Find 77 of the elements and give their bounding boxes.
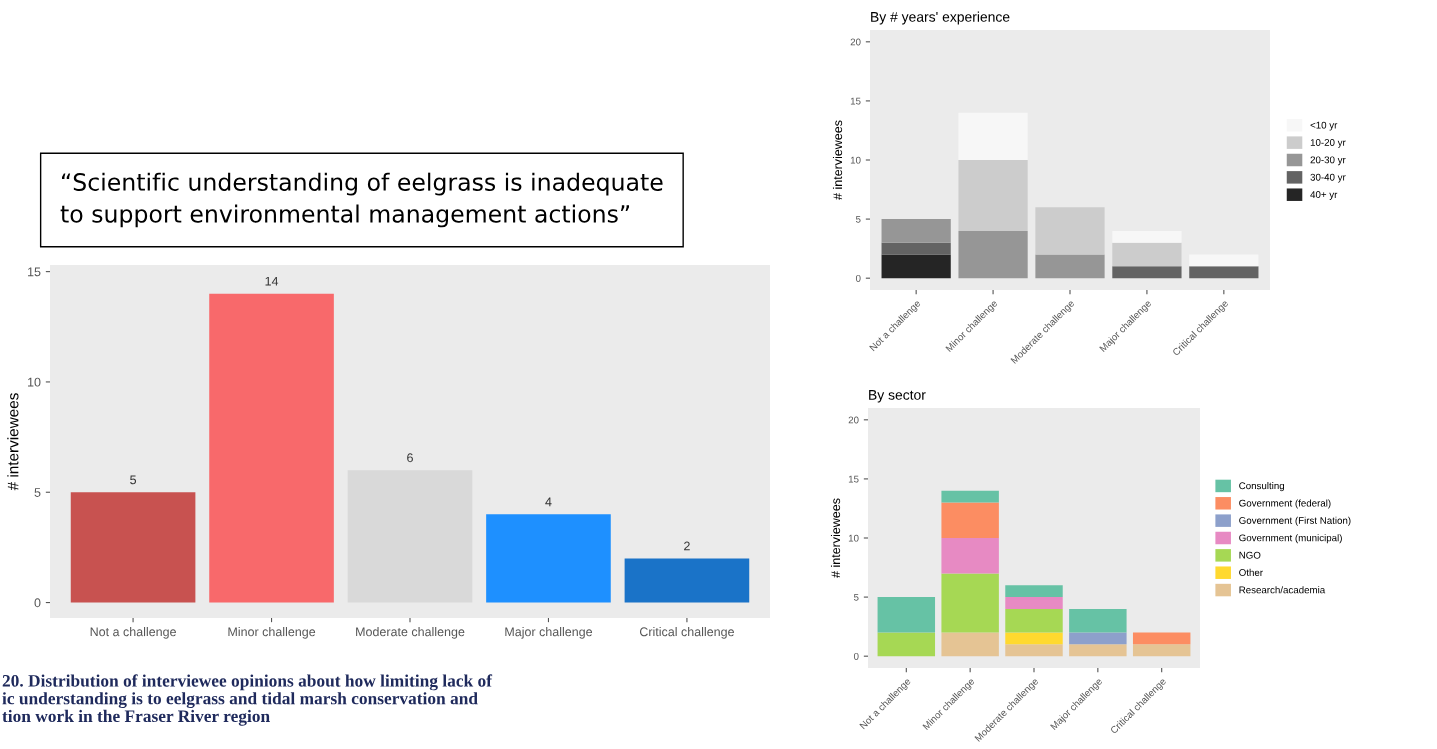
bar — [1112, 266, 1182, 279]
bar — [877, 632, 936, 657]
text: “Scientific understanding of eelgrass is inadequate to support environmental management actions” — [60, 172, 663, 228]
y-tick-label: 5 — [855, 215, 861, 223]
bar — [1132, 644, 1191, 657]
bar — [1035, 207, 1105, 255]
y-tick-label: 10 — [848, 534, 859, 542]
y-tick-label: 20 — [848, 416, 859, 424]
legend-label: <10 yr — [1310, 121, 1338, 131]
bar — [1189, 254, 1259, 267]
y-tick-label: 5 — [34, 488, 41, 497]
data-label: 6 — [407, 453, 413, 463]
y-tick-label: 15 — [850, 97, 861, 105]
y-tick-label: 20 — [850, 38, 861, 46]
bar — [1069, 632, 1127, 645]
bar — [941, 538, 999, 574]
y-axis-title: # interviewees — [832, 120, 843, 200]
bar — [1189, 266, 1259, 279]
y-tick-label: 5 — [853, 593, 859, 601]
x-tick-label: Major challenge — [505, 627, 593, 639]
x-tick-label: Minor challenge — [228, 627, 316, 639]
bar — [881, 242, 951, 255]
bar — [1132, 632, 1191, 645]
legend-label: Other — [1239, 568, 1263, 576]
bar — [624, 558, 750, 603]
legend-label: NGO — [1239, 551, 1261, 559]
bar — [1005, 644, 1063, 657]
bar — [486, 514, 611, 603]
bar — [1005, 597, 1063, 609]
legend-label: Government (federal) — [1239, 499, 1331, 509]
y-tick-label: 0 — [853, 652, 859, 660]
legend-label: 10-20 yr — [1310, 139, 1346, 148]
legend-label: Research/academia — [1239, 586, 1326, 594]
y-tick-label: 15 — [28, 267, 41, 277]
bar — [1005, 632, 1063, 645]
bar — [881, 254, 951, 279]
y-tick-label: 10 — [28, 377, 41, 387]
bar — [1035, 254, 1105, 279]
bar — [1005, 608, 1063, 633]
bar — [1069, 644, 1127, 657]
bar — [958, 112, 1028, 160]
bar — [1112, 242, 1182, 267]
data-label: 5 — [130, 475, 137, 485]
y-axis-title: # interviewees — [7, 393, 19, 491]
bar — [877, 597, 936, 633]
legend-label: Consulting — [1239, 482, 1285, 492]
legend-label: Government (municipal) — [1239, 534, 1342, 544]
bar — [941, 632, 999, 657]
text: 20. Distribution of interviewee opinions about how limiting lack of ic understanding is to eelgrass and tidal marsh conservation and tion work in the Fraser River region — [2, 674, 493, 726]
bar — [941, 502, 999, 538]
y-tick-label: 15 — [848, 475, 859, 483]
bar — [881, 219, 951, 243]
data-label: 2 — [684, 541, 690, 551]
bar — [958, 160, 1028, 231]
bar — [1112, 230, 1182, 243]
legend-label: 30-40 yr — [1310, 173, 1346, 183]
bar — [941, 573, 999, 633]
y-tick-label: 0 — [855, 274, 861, 282]
bar — [941, 490, 999, 503]
y-tick-label: 10 — [850, 156, 861, 164]
legend-label: 20-30 yr — [1310, 156, 1346, 166]
y-tick-label: 0 — [34, 598, 41, 608]
legend-label: Government (First Nation) — [1239, 516, 1351, 526]
bar — [1005, 585, 1063, 598]
bar — [958, 230, 1028, 279]
bar — [1069, 608, 1127, 633]
chart-title: By # years' experience — [871, 11, 1010, 25]
bar — [209, 293, 334, 603]
x-tick-label: Moderate challenge — [356, 627, 465, 639]
y-axis-title: # interviewees — [830, 498, 841, 578]
chart-title: By sector — [869, 390, 926, 403]
data-label: 4 — [545, 497, 552, 507]
data-label: 14 — [265, 276, 279, 286]
x-tick-label: Not a challenge — [90, 627, 176, 639]
legend-label: 40+ yr — [1310, 191, 1338, 200]
bar — [70, 492, 196, 603]
x-tick-label: Critical challenge — [639, 627, 734, 639]
